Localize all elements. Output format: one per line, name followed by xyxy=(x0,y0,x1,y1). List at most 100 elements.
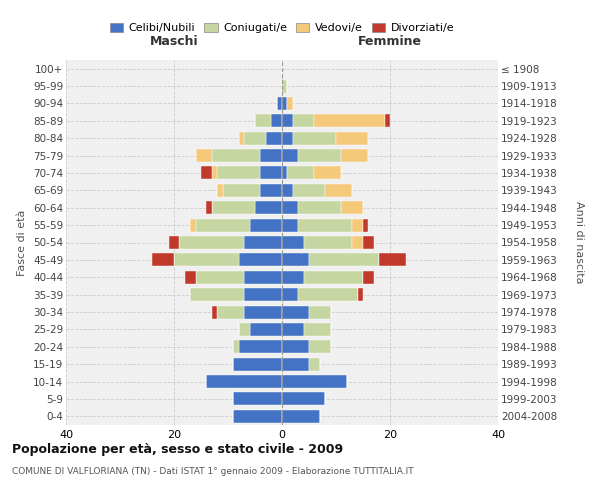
Bar xyxy=(282,149,298,162)
Bar xyxy=(282,323,304,336)
Bar xyxy=(325,184,352,197)
Bar xyxy=(336,132,368,144)
Bar xyxy=(385,114,390,128)
Bar xyxy=(206,375,282,388)
Bar xyxy=(352,218,363,232)
Bar xyxy=(206,201,212,214)
Legend: Celibi/Nubili, Coniugati/e, Vedovi/e, Divorziati/e: Celibi/Nubili, Coniugati/e, Vedovi/e, Di… xyxy=(106,18,458,38)
Bar xyxy=(282,80,287,92)
Bar xyxy=(255,201,282,214)
Bar xyxy=(282,392,325,406)
Bar xyxy=(298,218,352,232)
Bar xyxy=(217,166,260,179)
Bar xyxy=(244,288,282,301)
Bar xyxy=(282,97,287,110)
Bar xyxy=(190,218,196,232)
Bar xyxy=(282,166,287,179)
Bar xyxy=(217,184,223,197)
Bar xyxy=(282,340,309,353)
Bar xyxy=(379,254,406,266)
Text: Femmine: Femmine xyxy=(358,35,422,48)
Y-axis label: Fasce di età: Fasce di età xyxy=(17,210,28,276)
Bar xyxy=(212,149,260,162)
Bar xyxy=(260,149,282,162)
Y-axis label: Anni di nascita: Anni di nascita xyxy=(574,201,584,284)
Bar xyxy=(244,270,282,284)
Bar xyxy=(363,218,368,232)
Bar xyxy=(287,97,293,110)
Bar xyxy=(282,375,347,388)
Bar xyxy=(298,201,341,214)
Bar xyxy=(212,166,217,179)
Bar xyxy=(293,132,336,144)
Bar xyxy=(239,323,250,336)
Bar xyxy=(282,201,298,214)
Bar xyxy=(212,306,217,318)
Bar xyxy=(244,306,282,318)
Bar xyxy=(341,201,363,214)
Bar xyxy=(282,410,320,423)
Text: Popolazione per età, sesso e stato civile - 2009: Popolazione per età, sesso e stato civil… xyxy=(12,442,343,456)
Bar xyxy=(196,149,212,162)
Bar xyxy=(282,358,309,370)
Bar xyxy=(309,254,379,266)
Bar xyxy=(250,218,282,232)
Bar xyxy=(169,236,179,249)
Bar xyxy=(314,166,341,179)
Bar xyxy=(250,323,282,336)
Bar xyxy=(298,288,358,301)
Bar xyxy=(217,306,244,318)
Bar xyxy=(304,323,331,336)
Bar xyxy=(266,132,282,144)
Bar xyxy=(282,288,298,301)
Bar xyxy=(341,149,368,162)
Bar xyxy=(179,236,244,249)
Bar xyxy=(298,149,341,162)
Bar xyxy=(282,270,304,284)
Bar xyxy=(260,166,282,179)
Bar xyxy=(255,114,271,128)
Bar xyxy=(293,184,325,197)
Bar xyxy=(174,254,239,266)
Bar xyxy=(239,340,282,353)
Bar xyxy=(282,114,293,128)
Bar xyxy=(352,236,363,249)
Bar xyxy=(271,114,282,128)
Bar xyxy=(244,132,266,144)
Bar xyxy=(282,132,293,144)
Bar xyxy=(244,236,282,249)
Bar xyxy=(190,288,244,301)
Bar xyxy=(233,410,282,423)
Bar xyxy=(287,166,314,179)
Bar xyxy=(363,270,374,284)
Bar xyxy=(196,270,244,284)
Bar xyxy=(239,132,244,144)
Bar xyxy=(282,306,309,318)
Bar xyxy=(233,358,282,370)
Text: Maschi: Maschi xyxy=(149,35,199,48)
Bar xyxy=(282,184,293,197)
Bar xyxy=(304,270,363,284)
Text: COMUNE DI VALFLORIANA (TN) - Dati ISTAT 1° gennaio 2009 - Elaborazione TUTTITALI: COMUNE DI VALFLORIANA (TN) - Dati ISTAT … xyxy=(12,468,413,476)
Bar xyxy=(233,392,282,406)
Bar xyxy=(282,236,304,249)
Bar xyxy=(363,236,374,249)
Bar xyxy=(314,114,385,128)
Bar xyxy=(277,97,282,110)
Bar xyxy=(233,340,239,353)
Bar xyxy=(282,254,309,266)
Bar xyxy=(358,288,363,301)
Bar xyxy=(309,358,320,370)
Bar xyxy=(309,340,331,353)
Bar xyxy=(212,201,255,214)
Bar xyxy=(196,218,250,232)
Bar xyxy=(185,270,196,284)
Bar xyxy=(223,184,260,197)
Bar xyxy=(239,254,282,266)
Bar xyxy=(304,236,352,249)
Bar xyxy=(152,254,174,266)
Bar xyxy=(309,306,331,318)
Bar xyxy=(282,218,298,232)
Bar xyxy=(293,114,314,128)
Bar xyxy=(260,184,282,197)
